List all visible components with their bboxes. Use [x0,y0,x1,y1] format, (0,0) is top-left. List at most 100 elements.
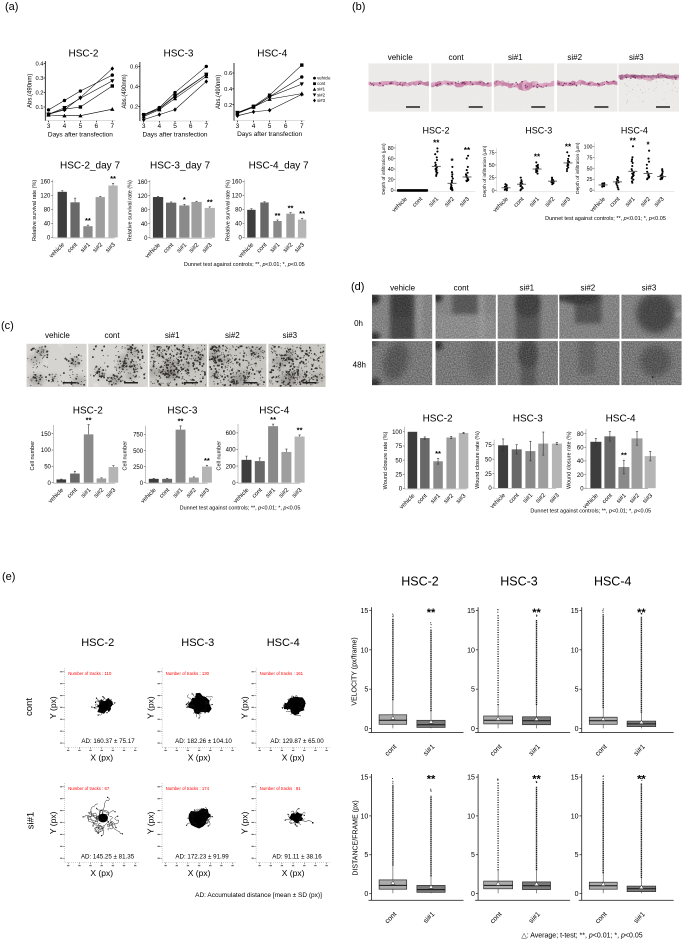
svg-text:15: 15 [571,608,579,615]
svg-text:10: 10 [467,813,475,820]
svg-text:5: 5 [364,687,368,694]
svg-text:AD: 172.23 ± 91.99: AD: 172.23 ± 91.99 [175,853,229,860]
svg-text:Y (px): Y (px) [48,696,58,719]
svg-text:si#2: si#2 [640,196,652,208]
svg-text:10: 10 [361,647,369,654]
svg-text:7: 7 [300,123,304,130]
svg-text:3: 3 [142,123,146,130]
svg-text:Relative survival rate (%): Relative survival rate (%) [226,180,232,241]
svg-text:vehicle: vehicle [590,196,608,214]
svg-text:**: ** [204,456,210,465]
svg-text:si#2: si#2 [535,492,547,504]
svg-text:cont: cont [251,487,263,499]
svg-text:si#1: si#1 [422,911,436,925]
svg-text:80: 80 [388,146,394,152]
svg-text:Dunnet test against controls;: Dunnet test against controls; **, p<0.01… [180,506,301,512]
svg-text:si#1: si#1 [529,196,541,208]
svg-text:HSC-2: HSC-2 [68,49,98,60]
svg-text:si#2: si#2 [92,242,104,254]
svg-text:5: 5 [575,687,579,694]
svg-text:si#1: si#1 [528,743,542,757]
svg-text:500: 500 [133,449,144,455]
svg-text:100: 100 [41,448,52,454]
svg-text:si#3: si#3 [642,492,654,504]
svg-text:HSC-2_day 7: HSC-2_day 7 [60,161,120,172]
svg-text:Depth of infiltration (μm): Depth of infiltration (μm) [381,143,387,195]
svg-text:HSC-3: HSC-3 [167,406,197,417]
svg-text:si#2: si#2 [581,284,596,293]
svg-text:cont: cont [609,196,621,208]
svg-text:80: 80 [577,432,584,438]
svg-text:48h: 48h [353,360,366,369]
svg-text:si#3: si#3 [282,331,297,340]
svg-text:200: 200 [226,464,237,470]
svg-text:cont: cont [256,242,268,254]
svg-text:vehicle: vehicle [233,487,251,505]
svg-text:5: 5 [79,123,83,130]
svg-text:*: * [646,141,650,150]
svg-text:cont: cont [489,743,503,757]
svg-text:400: 400 [226,448,237,454]
svg-text:80: 80 [235,208,242,214]
svg-text:5: 5 [268,123,272,130]
svg-text:40: 40 [235,222,242,228]
svg-text:HSC-4: HSC-4 [267,637,300,649]
svg-text:si#3: si#3 [455,493,467,505]
svg-text:0.4: 0.4 [130,85,139,91]
svg-text:5: 5 [471,687,475,694]
svg-text:si#3: si#3 [317,98,325,103]
svg-text:50: 50 [489,163,495,169]
svg-text:vehicle: vehicle [490,492,508,510]
svg-text:HSC-4: HSC-4 [259,406,289,417]
svg-text:vehicle: vehicle [390,284,415,293]
svg-text:Y (px): Y (px) [146,696,156,719]
svg-text:si#2: si#2 [278,487,290,499]
svg-text:10: 10 [467,647,475,654]
svg-text:4: 4 [252,123,256,130]
svg-text:0.3: 0.3 [35,76,43,82]
svg-text:**: ** [110,174,116,183]
svg-text:cont: cont [454,284,470,293]
svg-text:(c): (c) [1,320,14,332]
svg-text:150: 150 [41,432,52,438]
svg-text:si#2: si#2 [282,242,294,254]
svg-text:**: ** [565,142,572,151]
svg-text:HSC-4_day 7: HSC-4_day 7 [249,161,309,172]
svg-text:**: ** [288,203,294,212]
svg-text:6: 6 [95,123,99,130]
svg-text:5: 5 [364,852,368,859]
svg-text:si#2: si#2 [444,196,456,208]
svg-text:si#1: si#1 [265,487,277,499]
svg-text:(a): (a) [5,1,18,13]
svg-text:Number of tracks : 110: Number of tracks : 110 [68,671,112,676]
svg-text:Cell number: Cell number [30,441,36,471]
svg-text:AD: 91.11 ± 38.16: AD: 91.11 ± 38.16 [272,853,322,860]
svg-text:5: 5 [173,123,177,130]
svg-text:0: 0 [48,481,52,487]
svg-text:si#3: si#3 [294,242,306,254]
svg-text:cont: cont [384,743,398,757]
svg-text:si#1: si#1 [616,492,628,504]
svg-text:**: ** [207,198,213,207]
svg-text:si#2: si#2 [567,53,582,62]
svg-text:AD: 182.26 ± 104.10: AD: 182.26 ± 104.10 [175,738,232,745]
svg-text:Number of tracks : 67: Number of tracks : 67 [68,786,110,791]
svg-text:cont: cont [594,743,608,757]
svg-text:100: 100 [584,144,593,150]
svg-text:si#1: si#1 [172,487,184,499]
svg-text:**: ** [464,146,471,155]
svg-text:HSC-3: HSC-3 [513,414,543,425]
svg-text:15: 15 [361,775,369,782]
svg-text:Wound closure rate (%): Wound closure rate (%) [383,432,389,490]
svg-text:cont: cont [449,53,465,62]
svg-text:15: 15 [571,775,579,782]
svg-text:0.1: 0.1 [35,105,43,111]
svg-text:si#3: si#3 [459,196,471,208]
svg-text:25: 25 [489,176,495,182]
svg-text:si#1: si#1 [80,242,92,254]
svg-text:vehicle: vehicle [49,242,67,260]
svg-text:si#1: si#1 [317,87,325,92]
svg-text:10: 10 [571,647,579,654]
svg-text:60: 60 [388,156,394,162]
svg-text:160: 160 [137,180,148,186]
